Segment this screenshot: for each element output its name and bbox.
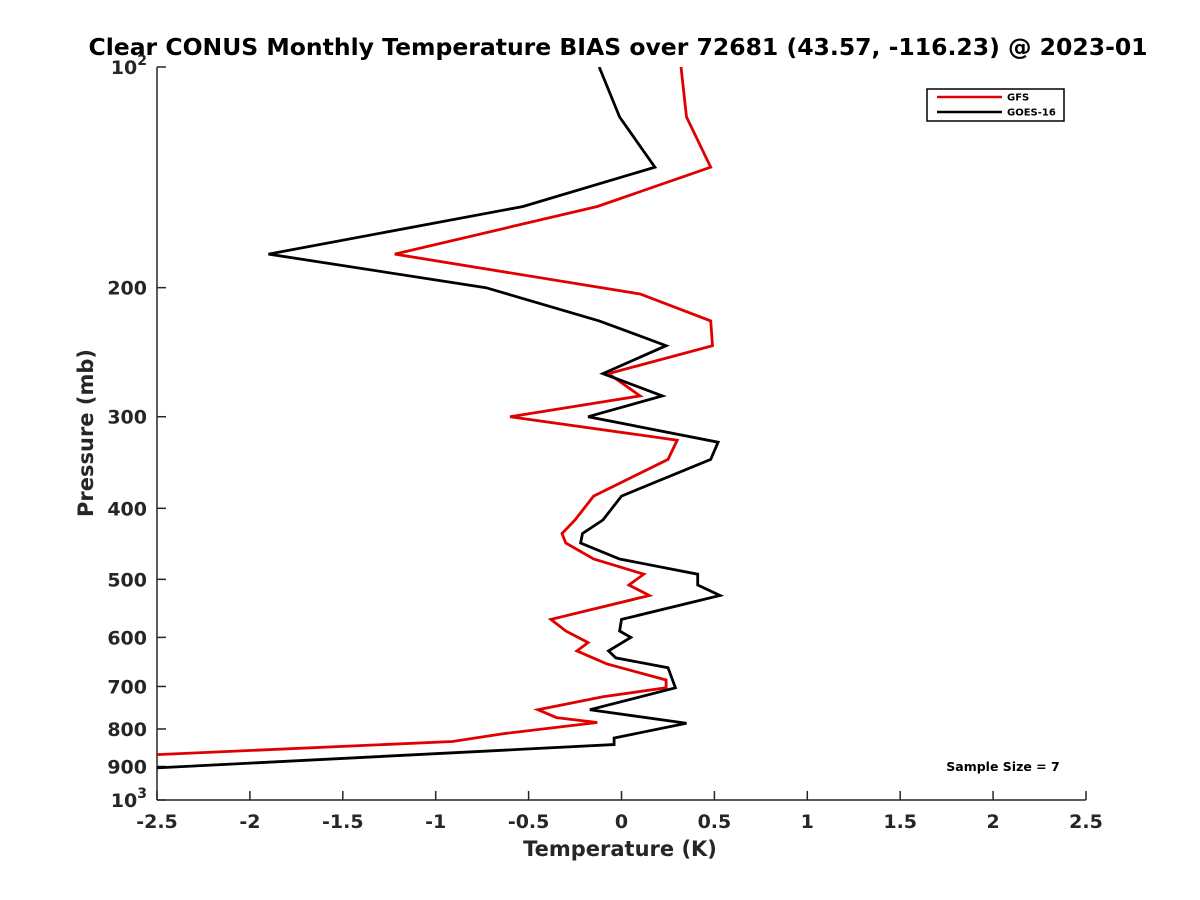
x-tick-label: -0.5 xyxy=(508,811,550,833)
legend-label: GOES-16 xyxy=(1007,108,1056,119)
y-tick-label: 800 xyxy=(107,719,147,741)
x-axis-label: Temperature (K) xyxy=(523,837,717,861)
x-tick-label: 2 xyxy=(986,811,999,833)
x-tick-label: 0.5 xyxy=(698,811,732,833)
x-tick-label: -1 xyxy=(425,811,446,833)
y-tick-label: 900 xyxy=(107,756,147,778)
x-tick-label: 1.5 xyxy=(883,811,917,833)
series-line-gfs xyxy=(157,67,714,756)
x-tick-label: -2.5 xyxy=(136,811,178,833)
y-tick-label: 102 xyxy=(111,53,147,79)
y-tick-label: 700 xyxy=(107,676,147,698)
chart-title: Clear CONUS Monthly Temperature BIAS ove… xyxy=(88,33,1147,61)
legend: GFS GOES-16 xyxy=(926,88,1065,122)
x-tick-label: -2 xyxy=(239,811,260,833)
series-layer xyxy=(157,67,725,770)
y-tick-label: 200 xyxy=(107,278,147,300)
x-tick-label: 0 xyxy=(615,811,628,833)
legend-box xyxy=(926,88,1065,122)
y-tick-label: 500 xyxy=(107,569,147,591)
y-tick-label: 600 xyxy=(107,627,147,649)
legend-label: GFS xyxy=(1007,93,1029,104)
y-axis-label: Pressure (mb) xyxy=(74,349,98,517)
series-line-goes-16 xyxy=(157,67,725,770)
axes: -2.5 -2 -1.5 -1 -0.5 0 0.5 1 1.5 2 2.5 102 200 300 400… xyxy=(107,53,1103,833)
x-tick-label: 2.5 xyxy=(1069,811,1103,833)
sample-size-annotation: Sample Size = 7 xyxy=(946,759,1059,774)
x-tick-label: 1 xyxy=(801,811,814,833)
y-tick-label: 300 xyxy=(107,407,147,429)
y-tick-label: 103 xyxy=(111,786,147,812)
y-tick-label: 400 xyxy=(107,498,147,520)
x-tick-label: -1.5 xyxy=(322,811,364,833)
